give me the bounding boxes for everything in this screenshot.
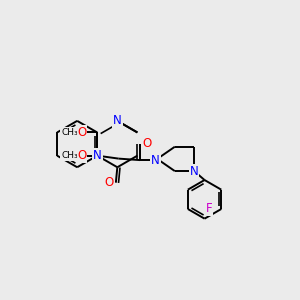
Text: O: O — [77, 149, 86, 162]
Text: F: F — [206, 202, 212, 215]
Text: N: N — [113, 114, 122, 128]
Text: N: N — [93, 149, 102, 162]
Text: O: O — [142, 137, 151, 150]
Text: O: O — [105, 176, 114, 189]
Text: O: O — [77, 126, 86, 139]
Text: N: N — [151, 154, 160, 166]
Text: CH₃: CH₃ — [61, 128, 78, 137]
Text: N: N — [190, 165, 199, 178]
Text: CH₃: CH₃ — [61, 151, 78, 160]
